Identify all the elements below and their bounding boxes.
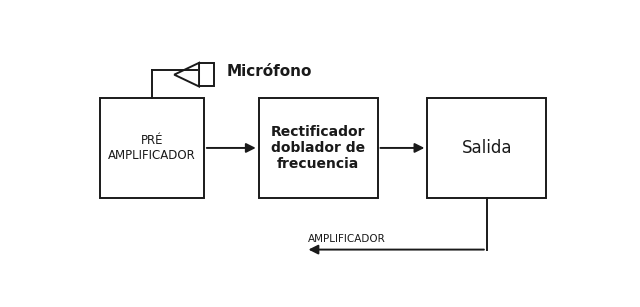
FancyBboxPatch shape [428, 98, 547, 198]
Text: Rectificador
doblador de
frecuencia: Rectificador doblador de frecuencia [271, 125, 365, 171]
Text: Salida: Salida [461, 139, 512, 157]
Polygon shape [174, 63, 199, 87]
Text: Micrófono: Micrófono [227, 64, 312, 79]
FancyBboxPatch shape [100, 98, 204, 198]
Text: PRÉ
AMPLIFICADOR: PRÉ AMPLIFICADOR [108, 134, 196, 162]
FancyBboxPatch shape [259, 98, 378, 198]
Text: AMPLIFICADOR: AMPLIFICADOR [308, 234, 386, 244]
FancyBboxPatch shape [199, 63, 214, 87]
